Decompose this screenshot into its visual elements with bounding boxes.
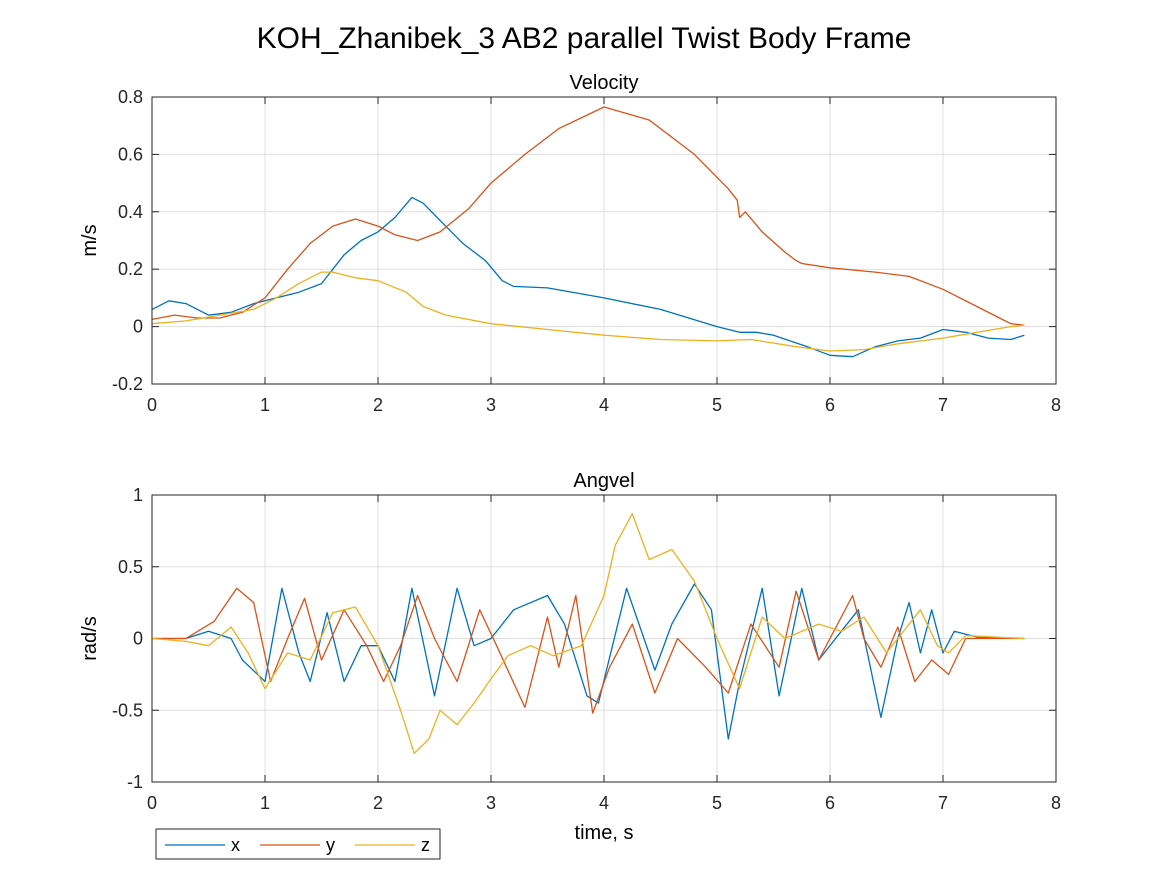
angvel-x-tick-label: 1 <box>260 793 270 813</box>
angvel-title: Angvel <box>573 470 634 492</box>
angvel-x-tick-label: 7 <box>938 793 948 813</box>
legend-label-z: z <box>421 835 430 855</box>
angvel-axes-frame <box>151 494 1057 783</box>
velocity-axes-frame <box>151 96 1057 385</box>
velocity-y-tick-label: 0 <box>133 317 143 337</box>
velocity-y-tick-label: 0.8 <box>118 87 143 107</box>
angvel-x-tick-label: 2 <box>373 793 383 813</box>
angvel-plot: 0 1 2 3 4 5 6 7 8 -1 -0.5 0 0.5 1 Angvel rad/s time, s <box>79 470 1061 844</box>
velocity-x-tick-label: 5 <box>712 395 722 415</box>
angvel-series-z <box>151 513 1025 754</box>
velocity-series-x <box>151 196 1025 358</box>
velocity-y-tick-label: -0.2 <box>112 374 143 394</box>
velocity-y-tick-label: 0.6 <box>118 144 143 164</box>
velocity-y-tick-label: 0.4 <box>118 202 143 222</box>
legend-label-x: x <box>231 835 240 855</box>
velocity-x-tick-label: 2 <box>373 395 383 415</box>
angvel-y-tick-label: 0.5 <box>118 557 143 577</box>
angvel-x-tick-label: 6 <box>825 793 835 813</box>
velocity-y-axis-label: m/s <box>79 224 101 256</box>
angvel-series-x <box>152 583 1025 740</box>
velocity-x-tick-label: 0 <box>147 395 157 415</box>
angvel-y-tick-label: -0.5 <box>112 700 143 720</box>
velocity-x-tick-label: 3 <box>486 395 496 415</box>
angvel-y-tick-label: 0 <box>133 629 143 649</box>
velocity-x-tick-label: 1 <box>260 395 270 415</box>
velocity-y-tick-label: 0.2 <box>118 259 143 279</box>
velocity-x-tick-label: 4 <box>599 395 609 415</box>
angvel-x-tick-label: 0 <box>147 793 157 813</box>
angvel-x-axis-label: time, s <box>575 822 634 844</box>
figure-title: KOH_Zhanibek_3 AB2 parallel Twist Body F… <box>257 22 912 55</box>
velocity-x-tick-label: 7 <box>938 395 948 415</box>
angvel-y-tick-label: -1 <box>127 772 143 792</box>
angvel-x-tick-label: 4 <box>599 793 609 813</box>
velocity-x-tick-label: 8 <box>1051 395 1061 415</box>
angvel-x-tick-label: 3 <box>486 793 496 813</box>
angvel-x-tick-label: 8 <box>1051 793 1061 813</box>
angvel-series-y <box>152 587 1025 714</box>
velocity-x-tick-label: 6 <box>825 395 835 415</box>
angvel-y-tick-label: 1 <box>133 485 143 505</box>
legend-label-y: y <box>326 835 335 855</box>
velocity-series-z <box>151 271 1025 352</box>
angvel-y-axis-label: rad/s <box>79 616 101 660</box>
velocity-series-y <box>151 106 1025 326</box>
legend-box <box>155 828 441 860</box>
angvel-x-tick-label: 5 <box>712 793 722 813</box>
legend: x y z <box>155 828 441 860</box>
velocity-title: Velocity <box>570 72 639 94</box>
